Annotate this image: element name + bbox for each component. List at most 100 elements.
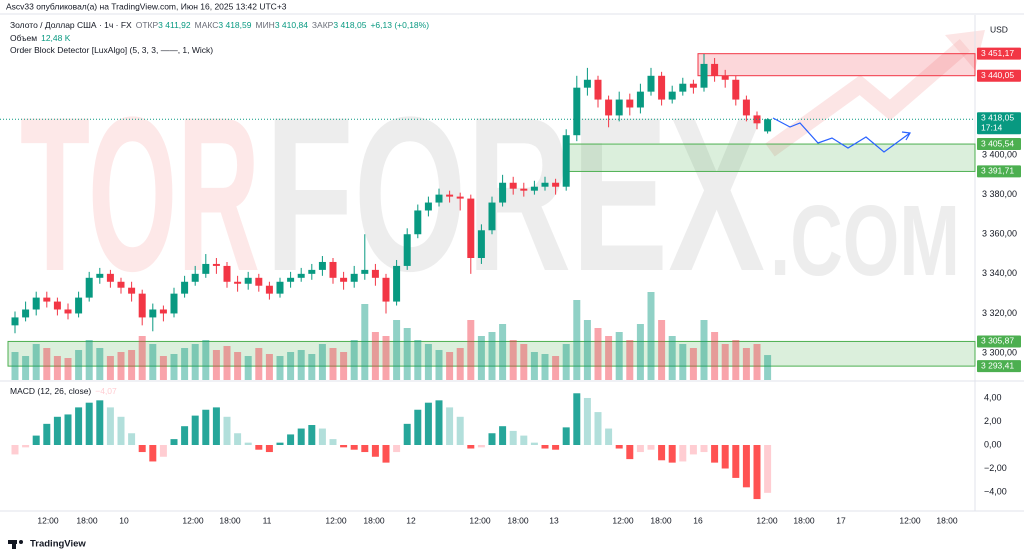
volume-bar [212, 350, 220, 380]
x-tick-label: 12:00 [325, 515, 347, 525]
zone-price-label: 3 405,54 [981, 138, 1014, 148]
last-price-label: 3 418,05 [981, 113, 1014, 123]
macd-tick-label: −2,00 [984, 463, 1007, 473]
macd-bar [615, 445, 623, 449]
candle-body [138, 293, 146, 318]
macd-bar [499, 426, 507, 446]
x-tick-label: 12:00 [899, 515, 921, 525]
candle-body [202, 263, 210, 274]
candle-body [446, 194, 454, 197]
macd-bar [764, 445, 772, 493]
candle-body [689, 83, 697, 88]
volume-bar [223, 346, 231, 380]
x-tick-label: 17 [836, 515, 846, 525]
macd-bar [414, 409, 422, 446]
last-price-tag [977, 112, 1021, 135]
candle-body [647, 75, 655, 92]
candle-body [340, 277, 348, 282]
macd-tick-label: 0,00 [984, 439, 1002, 449]
volume-bar [287, 352, 295, 380]
volume-bar [446, 352, 454, 380]
zone-price-tag [977, 335, 1021, 348]
volume-bar [138, 336, 146, 380]
watermark-text: .COM [770, 185, 960, 297]
currency: USD [990, 24, 1008, 34]
ohlc-value: 3 418,05 [333, 20, 367, 30]
candle-body [477, 230, 485, 259]
volume-bar [11, 352, 19, 380]
macd-bar [138, 445, 146, 453]
macd-bar [403, 423, 411, 446]
order-block-zone [697, 53, 976, 77]
volume-bar [244, 356, 252, 380]
macd-bar [32, 435, 40, 446]
watermark-arrow [765, 38, 971, 157]
candle-body [308, 269, 316, 274]
candle-body [509, 182, 517, 189]
x-tick-label: 18:00 [219, 515, 241, 525]
macd-bar [297, 428, 305, 446]
candle-body [265, 285, 273, 294]
macd-bar [371, 445, 379, 457]
x-tick-label: 16 [693, 515, 703, 525]
volume-bar [647, 292, 655, 380]
macd-bar [583, 397, 591, 446]
x-tick-label: 18:00 [650, 515, 672, 525]
y-tick-label: 3 380,00 [982, 189, 1017, 199]
ohlc-label: МАКС [194, 20, 219, 30]
macd-bar [361, 445, 369, 453]
zone-price-label: 3 391,71 [981, 166, 1014, 176]
volume-bar [75, 350, 83, 380]
volume-bar [22, 356, 30, 380]
volume-bar [350, 340, 358, 380]
x-tick-label: 12:00 [37, 515, 59, 525]
macd-bar [181, 426, 189, 446]
macd-bar [340, 445, 348, 448]
candle-body [626, 99, 634, 108]
candle-body [499, 182, 507, 203]
ohlc-label: МИН [255, 20, 275, 30]
volume-bar [764, 355, 772, 380]
volume-bar [435, 350, 443, 380]
volume-bar [265, 354, 273, 380]
candle-body [181, 281, 189, 294]
candle-body [43, 297, 51, 302]
candle-body [679, 83, 687, 92]
volume-bar [626, 340, 634, 380]
macd-bar [244, 442, 252, 446]
x-tick-label: 11 [263, 515, 272, 525]
candle-body [255, 277, 263, 286]
ohlc-value: 3 411,92 [158, 20, 191, 30]
x-tick-label: 18:00 [936, 515, 958, 525]
volume-bar [149, 344, 157, 380]
countdown-label: 17:14 [981, 123, 1003, 133]
volume-bar [732, 340, 740, 380]
volume-bar [414, 340, 422, 380]
volume-bar [742, 348, 750, 380]
x-tick-label: 12:00 [756, 515, 778, 525]
volume-bar [520, 344, 528, 380]
volume-bar [700, 320, 708, 380]
legend-ohlc: Золото / Доллар США · 1ч · FX ОТКР3 411,9… [10, 20, 433, 30]
volume-bar [329, 348, 337, 380]
volume-bar [711, 332, 719, 380]
x-tick-label: 18:00 [793, 515, 815, 525]
candle-body [700, 63, 708, 88]
volume-bar [128, 350, 136, 380]
macd-bar [488, 433, 496, 446]
macd-bar [509, 430, 517, 446]
volume-bar [202, 340, 210, 380]
legend-macd: MACD (12, 26, close) −4,07 [10, 386, 121, 396]
candle-body [149, 309, 157, 318]
macd-bar [435, 400, 443, 446]
volume-bar [96, 348, 104, 380]
volume-bar [477, 336, 485, 380]
macd-bar [191, 415, 199, 446]
macd-bar [11, 445, 19, 455]
volume-bar [467, 320, 475, 380]
candle-body [636, 91, 644, 108]
macd-bar [467, 445, 475, 449]
macd-tick-label: −4,00 [984, 486, 1007, 496]
macd-bar [573, 393, 581, 446]
y-tick-label: 3 360,00 [982, 229, 1017, 239]
